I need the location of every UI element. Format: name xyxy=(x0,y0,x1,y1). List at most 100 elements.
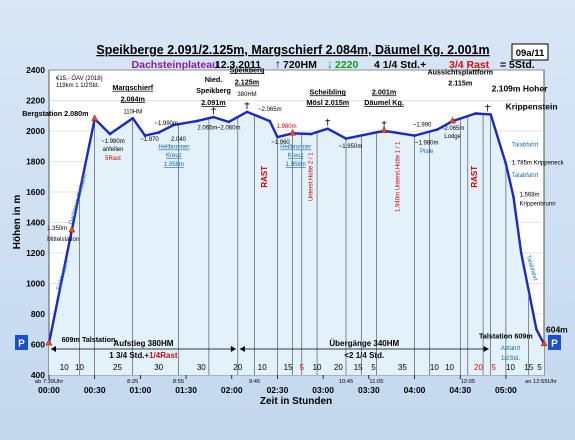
annotation-label: Kreuz xyxy=(288,153,304,159)
annotation-label: 609m Talstation xyxy=(62,335,116,344)
annotation-label: ~2.065m xyxy=(441,126,465,132)
annotation-label: Piste xyxy=(420,149,434,155)
y-tick-label: 1200 xyxy=(26,248,45,258)
x-tick-label: 02:00 xyxy=(221,385,243,395)
hut-marker xyxy=(540,339,548,347)
clock-time: 9:45 xyxy=(249,379,260,385)
y-tick-label: 1800 xyxy=(26,157,45,167)
rotated-label: Unterst.Hütte 2 / 1 xyxy=(308,152,314,201)
annotation-label: Däumel Kg. xyxy=(364,98,404,107)
span-duration: <2 1/4 Std. xyxy=(344,351,384,360)
annotation-label: 1/2Std. xyxy=(501,356,520,362)
clock-time: an 12:55Uhr xyxy=(525,379,557,385)
profile-point xyxy=(504,162,508,166)
segment-minutes: 10 xyxy=(506,363,515,372)
segment-minutes: 20 xyxy=(334,363,343,372)
profile-point xyxy=(227,120,231,124)
annotation-label: Speikberg xyxy=(230,65,265,74)
annotation-label: Nied. xyxy=(205,75,223,84)
annotation-label: 2.115m xyxy=(448,78,472,87)
segment-minutes: 10 xyxy=(313,363,322,372)
subtitle-line: Dachsteinplateau 12.3.2011 ↑ 720HM ↓ 222… xyxy=(132,57,535,71)
clock-time: 8:55 xyxy=(173,379,184,385)
x-axis-label: Zeit in Stunden xyxy=(260,396,332,407)
y-tick-label: 600 xyxy=(31,340,45,350)
x-tick-label: 04:30 xyxy=(449,385,471,395)
profile-point xyxy=(131,116,135,120)
profile-area xyxy=(49,111,544,376)
annotation-label: Bergstation 2.080m xyxy=(22,109,88,118)
segment-minutes: 15 xyxy=(524,363,533,372)
segment-minutes: 10 xyxy=(445,363,454,372)
annotation-label: Talabfahrt xyxy=(512,173,539,179)
annotation-label: 380HM xyxy=(237,92,256,98)
total-label: = 5Std. xyxy=(500,59,535,71)
span-title: Übergänge 340HM xyxy=(329,339,399,348)
segment-lines xyxy=(79,113,530,375)
y-tick-label: 1000 xyxy=(26,279,45,289)
parking-icon: P xyxy=(551,338,558,349)
annotation-label: Mittelstation xyxy=(47,237,79,243)
y-axis: 400 600 800 1000 1200 1400 1600 1800 2000 2200 240… xyxy=(26,65,45,380)
segment-minutes: 10 xyxy=(60,363,69,372)
annotation-label: ~2.060m xyxy=(217,125,241,131)
segment-minutes: 10 xyxy=(430,363,439,372)
annotation-label: Scheibling xyxy=(310,87,346,96)
duration-label: 4 1/4 Std.+ xyxy=(374,59,426,71)
y-tick-label: 800 xyxy=(31,309,45,319)
info-box: €15,- ÖAV (2018) 119km 1 1/2Std. xyxy=(56,75,103,89)
annotation-label: 1.785m Krippeneck xyxy=(512,161,565,167)
ascent-label: 720HM xyxy=(283,59,317,71)
annotation-label: Abfahrt xyxy=(501,346,521,352)
y-tick-label: 2400 xyxy=(26,65,45,75)
annotation-label: Lodge xyxy=(444,134,461,140)
segment-minutes: 20 xyxy=(233,363,242,372)
rotated-label: 1.940m Unterst.Hütte 1 / 1 xyxy=(395,141,401,212)
annotation-label: ~1.970 xyxy=(140,137,159,143)
y-axis-label: Höhen in m xyxy=(12,195,23,250)
badge-box xyxy=(511,43,549,61)
rotated-label: RAST xyxy=(260,166,269,188)
summit-cross-icon xyxy=(210,107,216,115)
hut-marker xyxy=(289,128,297,136)
info-line-1: €15,- ÖAV (2018) xyxy=(56,75,103,82)
segment-minutes: 30 xyxy=(197,363,206,372)
clock-time: 10:45 xyxy=(339,379,354,385)
clock-time: 12:05 xyxy=(461,379,476,385)
hut-marker xyxy=(45,338,53,346)
y-tick-label: 400 xyxy=(31,370,45,380)
annotation-label: ~2.065m xyxy=(258,107,282,113)
rotated-label: RAST xyxy=(470,166,479,188)
profile-fill xyxy=(49,111,544,376)
segment-minutes: 5 xyxy=(492,363,497,372)
annotation-label: Speikberg xyxy=(196,86,231,95)
profile-point xyxy=(326,127,330,131)
profile-point xyxy=(212,115,215,119)
annotation-label: ~1.950m xyxy=(339,144,363,150)
x-axis: 00:00 00:30 01:00 01:30 02:00 02:30 03:00 03:30… xyxy=(35,375,557,395)
annotation-label: Mösl 2.015m xyxy=(306,98,349,107)
up-arrow-icon: ↑ xyxy=(275,57,281,71)
x-tick-label: 00:00 xyxy=(38,385,60,395)
annotation-label: 2.084m xyxy=(121,94,145,103)
segment-minutes: 5 xyxy=(300,363,305,372)
profile-point xyxy=(344,137,348,140)
parking-marker xyxy=(548,334,561,350)
annotation-label: Talabfahrt xyxy=(512,142,539,148)
annotation-label: ~1.980m xyxy=(415,141,439,147)
annotation-label: 2.091m xyxy=(201,98,225,107)
section-spans: Aufstieg 380HM 1 3/4 Std.+1/4Rast Übergäng… xyxy=(51,339,489,360)
segment-minutes: 5 xyxy=(537,363,542,372)
segment-labels: 10 10 25 30 30 20 10 15 5 10 20 15 5 35 10 10 20 5 10 15 5 xyxy=(60,363,542,372)
annotation-label: Aussichtsplattform xyxy=(427,68,493,77)
span-duration: 1 3/4 Std.+1/4Rast xyxy=(109,351,178,360)
y-tick-label: 1400 xyxy=(26,218,45,228)
hut-marker xyxy=(68,225,76,233)
profile-point xyxy=(474,112,477,115)
y-tick-label: 1600 xyxy=(26,187,45,197)
annotation-label: Krippenbrunn xyxy=(520,202,556,208)
annotation-label: 5Rast xyxy=(105,156,121,162)
segment-minutes: 10 xyxy=(258,363,267,372)
annotation-label: Margschierf xyxy=(112,83,153,92)
